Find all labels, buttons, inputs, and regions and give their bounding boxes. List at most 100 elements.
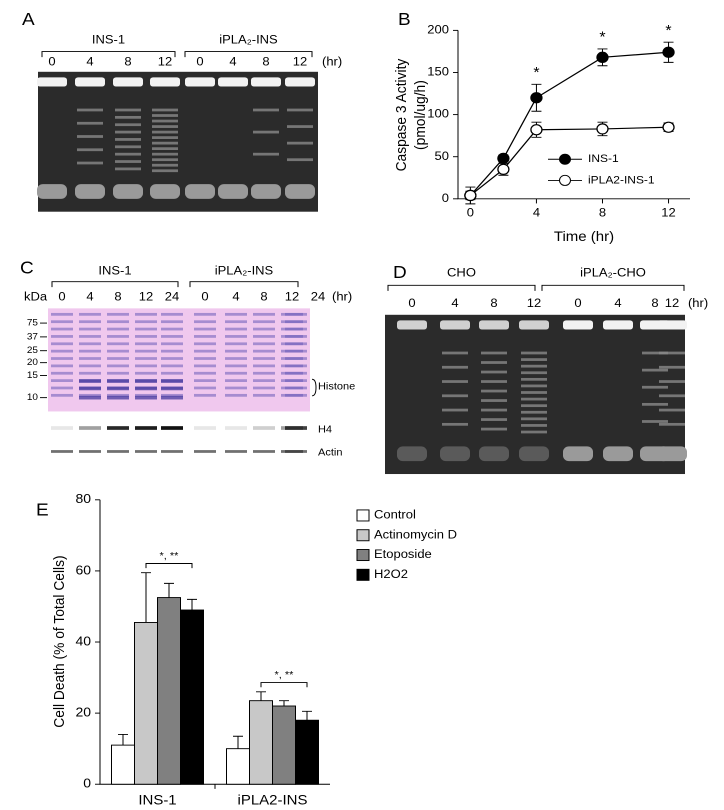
gel-band — [253, 393, 275, 397]
gel-band — [152, 136, 178, 139]
gel-band — [107, 327, 129, 331]
error-bar — [279, 700, 289, 707]
legend-marker — [559, 174, 571, 186]
group-label: INS-1 — [92, 33, 125, 46]
gel-band — [152, 152, 178, 156]
gel-well — [150, 77, 180, 87]
gel-band — [115, 123, 141, 127]
gel-band — [225, 327, 247, 331]
lane-label: 24 — [311, 290, 326, 303]
gel-band — [659, 351, 685, 355]
gel-band — [521, 358, 547, 361]
bar — [249, 700, 273, 785]
group-bracket — [41, 51, 176, 58]
lane-label: 12 — [293, 55, 308, 68]
gel-well — [218, 77, 248, 87]
gel-band — [481, 418, 507, 421]
gel-band — [161, 335, 183, 338]
gel-band — [51, 371, 73, 375]
legend-swatch — [356, 549, 370, 562]
gel-band — [521, 430, 547, 434]
group-bracket — [184, 51, 313, 58]
group-bracket — [387, 284, 536, 291]
gel-well — [563, 320, 593, 330]
lane-label: 8 — [490, 296, 497, 309]
h4-band — [79, 426, 101, 430]
gel-band — [253, 342, 275, 346]
h4-band — [225, 426, 247, 430]
gel-band — [194, 364, 216, 368]
gel-band — [152, 119, 178, 123]
gel-band — [79, 393, 101, 397]
gel-band — [135, 357, 157, 360]
gel-band — [225, 320, 247, 324]
gel-band — [135, 335, 157, 338]
gel-band — [152, 141, 178, 145]
gel-band — [77, 108, 103, 112]
gel-band — [135, 364, 157, 368]
gel-band — [659, 408, 685, 412]
axis — [457, 30, 690, 200]
lane-label: 8 — [114, 290, 121, 303]
gel-band — [642, 385, 668, 389]
panel-letter: E — [36, 499, 49, 519]
legend-swatch — [356, 568, 370, 581]
bar — [272, 705, 296, 785]
actin-band — [194, 450, 216, 453]
gel-band — [521, 424, 547, 427]
gel-band — [442, 422, 468, 426]
annotation: *, ** — [275, 669, 294, 680]
gel-band — [51, 357, 73, 360]
gel-band — [161, 371, 183, 375]
blot-label: Histone — [318, 381, 355, 392]
significance-bracket — [260, 682, 308, 688]
lane-label: 4 — [86, 55, 93, 68]
gel-band — [521, 364, 547, 368]
panel-letter: A — [22, 9, 36, 29]
gel-band — [79, 342, 101, 346]
error-bar — [187, 598, 197, 611]
y-tick-label: 100 — [427, 107, 449, 120]
lane-label: 0 — [48, 55, 55, 68]
actin-band — [253, 450, 275, 453]
legend-label: Etoposide — [374, 548, 432, 561]
y-tick-label: 40 — [75, 634, 91, 648]
gel-band — [287, 141, 313, 145]
gel-band — [115, 167, 141, 171]
bar — [134, 622, 158, 785]
gel-band — [481, 361, 507, 364]
gel-band — [161, 327, 183, 331]
histone-band — [135, 395, 157, 400]
gel-band — [115, 115, 141, 119]
gel-band — [107, 357, 129, 360]
legend-label: Control — [374, 508, 416, 521]
gel-band — [659, 380, 685, 383]
x-tick-label: iPLA2-INS — [238, 793, 308, 808]
gel-band — [285, 364, 307, 368]
y-tick-label: 0 — [442, 191, 449, 204]
lane-label: 4 — [86, 290, 93, 303]
lane-label: 12 — [665, 296, 680, 309]
gel-smear — [113, 184, 143, 199]
gel-band — [225, 379, 247, 382]
gel-band — [161, 320, 183, 324]
histone-band — [135, 379, 157, 383]
group-bracket — [189, 281, 299, 288]
y-axis-label: Caspase 3 Activity — [393, 58, 410, 171]
gel-band — [285, 349, 307, 353]
gel-band — [285, 342, 307, 346]
gel-band — [659, 365, 685, 369]
histone-band — [79, 395, 101, 400]
lane-label: 12 — [285, 290, 300, 303]
lane-label: 0 — [408, 296, 415, 309]
gel-band — [152, 163, 178, 167]
actin-band — [135, 450, 157, 453]
gel-band — [152, 125, 178, 128]
actin-band — [161, 450, 183, 453]
gel-band — [77, 135, 103, 138]
h4-band — [285, 426, 307, 430]
gel-smear — [440, 446, 470, 462]
gel-band — [225, 386, 247, 390]
gel-band — [442, 380, 468, 383]
